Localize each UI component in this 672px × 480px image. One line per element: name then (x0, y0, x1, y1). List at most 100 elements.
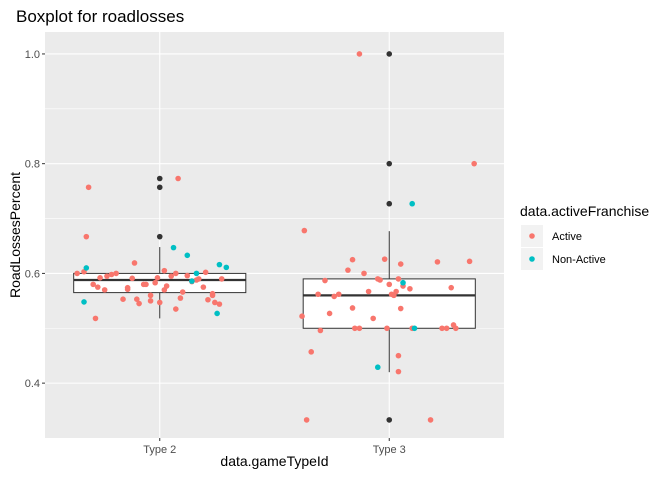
data-point (356, 325, 363, 332)
data-point (200, 284, 207, 290)
data-point (170, 244, 177, 251)
data-point (393, 288, 399, 295)
data-point (209, 290, 216, 297)
y-tick-label: 0.6 (25, 268, 40, 280)
data-point (97, 274, 103, 281)
y-tick-label: 0.8 (25, 159, 40, 171)
jitter-points (74, 51, 477, 423)
data-point (85, 184, 92, 191)
data-point (466, 258, 473, 265)
data-point (156, 299, 163, 306)
data-point (443, 325, 450, 332)
data-point (83, 265, 90, 271)
data-point (386, 281, 393, 288)
data-point (326, 310, 333, 317)
data-point (143, 281, 149, 288)
data-point (195, 276, 202, 282)
data-point (120, 296, 126, 302)
outlier-point (386, 160, 393, 167)
legend: data.activeFranchise Active Non-Active (520, 203, 649, 270)
data-point (223, 264, 230, 271)
data-point (131, 260, 138, 266)
data-point (214, 310, 220, 317)
data-point (407, 285, 413, 292)
data-point (113, 270, 119, 277)
data-point (216, 301, 223, 307)
data-point (331, 293, 337, 300)
data-point (453, 325, 459, 332)
data-point (134, 296, 140, 302)
data-point (384, 325, 390, 332)
data-point (129, 275, 136, 282)
data-point (349, 305, 356, 311)
data-point (205, 296, 211, 303)
data-point (104, 273, 110, 279)
data-point (345, 267, 351, 273)
data-point (370, 315, 376, 322)
legend-key-point (529, 233, 535, 239)
data-point (381, 256, 388, 262)
x-axis: Type 2 Type 3 (143, 438, 406, 456)
data-point (83, 233, 90, 240)
data-point (163, 283, 170, 289)
outlier-point (156, 233, 163, 240)
chart-title: Boxplot for roadlosses (16, 7, 184, 26)
data-point (124, 286, 131, 293)
data-point (184, 272, 191, 279)
data-point (427, 417, 434, 423)
legend-label: Active (552, 231, 582, 243)
data-point (301, 227, 308, 234)
legend-entries: Active Non-Active (521, 225, 606, 270)
data-point (212, 299, 218, 306)
series-active (74, 51, 477, 423)
data-point (356, 51, 363, 57)
legend-entry-non-active: Non-Active (521, 248, 606, 270)
legend-title: data.activeFranchise (520, 203, 649, 219)
data-point (90, 281, 96, 288)
data-point (409, 200, 416, 207)
data-point (147, 292, 154, 299)
data-point (92, 315, 99, 322)
data-point (397, 261, 404, 267)
y-tick-label: 0.4 (25, 378, 40, 390)
data-point (471, 160, 477, 167)
data-point (308, 349, 315, 355)
data-point (377, 277, 383, 283)
legend-key-point (529, 256, 535, 262)
plot-panel (45, 32, 504, 438)
data-point (175, 175, 181, 182)
data-point (184, 252, 191, 259)
legend-label: Non-Active (552, 254, 606, 266)
data-point (202, 269, 209, 276)
data-point (434, 259, 441, 265)
data-point (189, 278, 195, 284)
data-point (168, 273, 175, 279)
data-point (349, 256, 356, 263)
y-axis-title: RoadLossesPercent (7, 172, 23, 298)
data-point (303, 417, 310, 423)
data-point (94, 284, 101, 290)
data-point (400, 279, 406, 286)
data-point (352, 325, 358, 332)
data-point (397, 305, 404, 312)
data-point (218, 276, 225, 282)
outlier-point (386, 417, 393, 423)
data-point (395, 352, 402, 359)
data-point (152, 279, 158, 286)
data-point (216, 261, 223, 268)
data-point (317, 327, 324, 334)
y-tick-label: 1.0 (25, 49, 40, 61)
legend-entry-active: Active (521, 225, 582, 247)
data-point (136, 300, 142, 307)
x-axis-title: data.gameTypeId (220, 453, 328, 469)
data-point (173, 306, 179, 312)
data-point (335, 291, 342, 298)
data-point (154, 274, 161, 281)
data-point (361, 270, 367, 277)
outlier-point (156, 175, 163, 182)
data-point (365, 288, 372, 295)
data-point (395, 368, 402, 375)
outlier-point (156, 184, 163, 191)
data-point (411, 325, 418, 332)
data-point (322, 277, 328, 284)
